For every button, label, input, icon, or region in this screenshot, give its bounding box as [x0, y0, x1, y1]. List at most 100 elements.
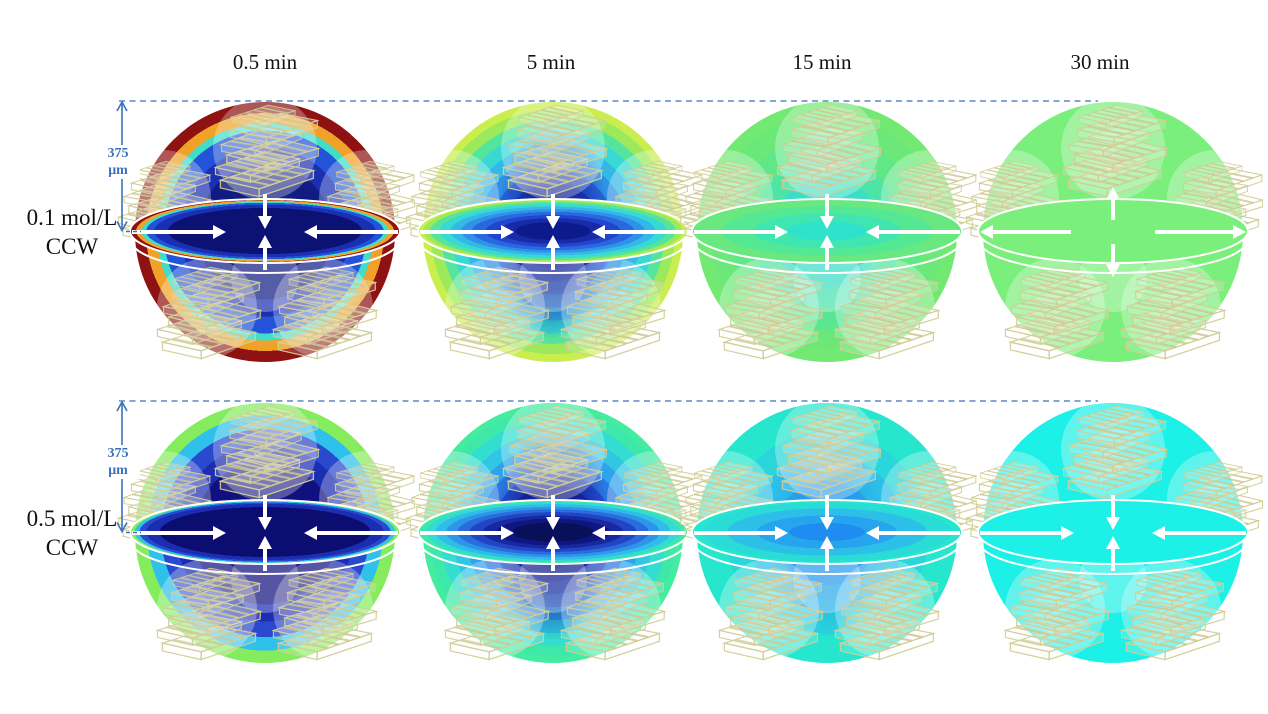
equator-rim-outline: [130, 507, 400, 575]
sphere-0.1molL-15min: [677, 102, 977, 362]
chip-stack: [407, 161, 499, 243]
chip-halos: [983, 403, 1243, 659]
column-header-5min: 5 min: [526, 50, 576, 74]
equator-rim-outline: [418, 507, 688, 575]
annotation-row-2: [116, 400, 1098, 534]
chip-stack: [323, 161, 415, 243]
chip-stack: [1005, 568, 1108, 659]
equator-rim-outline: [692, 206, 962, 274]
flux-arrows-inward: [132, 194, 398, 270]
row-concentration: 0.5 mol/L: [26, 506, 118, 531]
concentration-lobe: [769, 425, 885, 641]
chip-stack: [561, 267, 664, 358]
chip-stack: [1171, 462, 1263, 544]
chip-stack: [681, 462, 773, 544]
sphere-body: [697, 102, 957, 362]
equator-disk: [691, 198, 963, 264]
chip-halos: [697, 403, 957, 659]
chip-stack: [273, 568, 376, 659]
sphere-body: [983, 403, 1243, 663]
chip-stack: [611, 462, 703, 544]
equator-disk: [129, 499, 401, 565]
flux-arrows-inward: [980, 495, 1246, 571]
chip-stack: [1171, 161, 1263, 243]
sphere-body: [697, 403, 957, 663]
chip-stack: [777, 105, 880, 196]
equator-rim-outline: [978, 206, 1248, 274]
scale-annotation-row1: 375 μm: [96, 145, 140, 179]
row-concentration: 0.1 mol/L: [26, 205, 118, 230]
equator-rim-outline: [692, 507, 962, 575]
chip-stack: [885, 161, 977, 243]
sphere-body: [423, 403, 683, 663]
equator-disk: [129, 198, 401, 264]
chip-stack: [1005, 267, 1108, 358]
sphere-0.5molL-15min: [677, 403, 977, 663]
annotation-row-1: [116, 100, 1098, 233]
chip-halos: [423, 102, 683, 358]
equator-disk: [417, 198, 689, 264]
column-header-0-5min: 0.5 min: [232, 50, 298, 74]
row-mode: CCW: [45, 535, 99, 560]
equator-disk: [977, 198, 1249, 264]
chip-stack: [835, 568, 938, 659]
equator-rim-outline: [130, 206, 400, 274]
sphere-0.5molL-30min: [963, 403, 1263, 663]
sphere-0.1molL-30min: [963, 102, 1263, 362]
chip-halos: [983, 102, 1243, 358]
chip-stack: [273, 267, 376, 358]
chip-stack: [407, 462, 499, 544]
chip-halos: [135, 102, 395, 358]
scale-annotation-row2: 375 μm: [96, 445, 140, 479]
sphere-body: [135, 403, 395, 663]
equator-rim-outline: [418, 206, 688, 274]
flux-arrows-outward: [980, 187, 1246, 277]
dimension-arrowhead-up: [116, 400, 128, 412]
concentration-lobe: [769, 124, 885, 340]
flux-arrows-inward: [694, 495, 960, 571]
row-label-0-1-molL: 0.1 mol/L CCW: [7, 203, 137, 261]
sphere-body: [423, 102, 683, 362]
column-header-15min: 15 min: [792, 50, 852, 74]
flux-arrows-inward: [694, 194, 960, 270]
chip-halos: [423, 403, 683, 659]
scale-unit: μm: [108, 163, 128, 178]
chip-stack: [503, 406, 606, 497]
chip-stack: [561, 568, 664, 659]
chip-stack: [681, 161, 773, 243]
equator-disk: [691, 499, 963, 565]
chip-halos: [135, 403, 395, 659]
chip-stack: [215, 406, 318, 497]
sphere-0.1molL-0.5min: [115, 102, 415, 362]
flux-arrows-inward: [132, 495, 398, 571]
concentration-lobe: [495, 124, 611, 340]
equator-disk: [977, 499, 1249, 565]
chip-stack: [1121, 267, 1224, 358]
chip-halos: [697, 102, 957, 358]
chip-stack: [719, 267, 822, 358]
chip-stack: [445, 267, 548, 358]
chip-stack: [611, 161, 703, 243]
row-label-0-5-molL: 0.5 mol/L CCW: [7, 504, 137, 562]
scale-value: 375: [107, 446, 129, 461]
scale-unit: μm: [108, 463, 128, 478]
chip-stack: [1063, 105, 1166, 196]
chip-stack: [967, 462, 1059, 544]
chip-stack: [157, 568, 260, 659]
chip-stack: [215, 105, 318, 196]
chip-stack: [157, 267, 260, 358]
dimension-arrowhead-up: [116, 100, 128, 112]
equator-rim-outline: [978, 507, 1248, 575]
chip-stack: [1063, 406, 1166, 497]
flux-arrows-inward: [420, 194, 686, 270]
chip-stack: [885, 462, 977, 544]
flux-arrows-inward: [420, 495, 686, 571]
column-header-30min: 30 min: [1070, 50, 1130, 74]
equator-disk: [417, 499, 689, 565]
row-mode: CCW: [45, 234, 99, 259]
sphere-body: [983, 102, 1243, 362]
chip-stack: [503, 105, 606, 196]
concentration-lobe: [495, 425, 611, 641]
